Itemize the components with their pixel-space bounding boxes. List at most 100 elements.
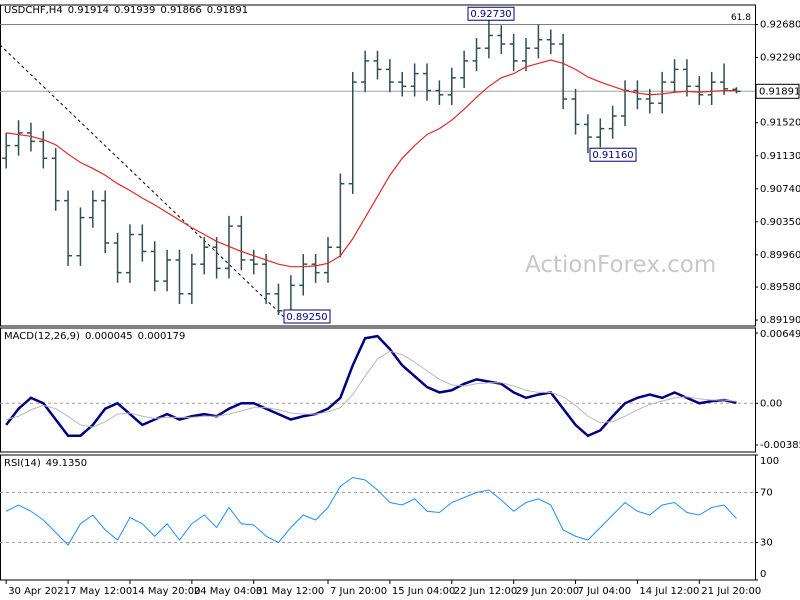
ohlc-bar xyxy=(608,105,617,139)
y-tick-label: 0.90350 xyxy=(760,217,800,228)
panel-frame xyxy=(0,4,756,327)
y-tick-label: 0.91130 xyxy=(760,151,800,162)
ohlc-bar xyxy=(633,80,642,110)
moving-average xyxy=(6,59,737,268)
ohlc-bar xyxy=(274,283,283,315)
indicator-line xyxy=(5,334,737,438)
annotation-box xyxy=(467,6,515,21)
header-open: 0.91914 xyxy=(68,5,109,16)
x-tick-label: 15 Jun 04:00 xyxy=(392,586,456,597)
ohlc-bar xyxy=(447,67,456,105)
y-tick-label: 0.90740 xyxy=(760,184,800,195)
ohlc-bar xyxy=(163,249,172,292)
ohlc-bar xyxy=(583,114,592,154)
y-tick-label: 100 xyxy=(760,456,779,467)
indicator-line xyxy=(6,350,737,428)
ohlc-bar xyxy=(175,249,184,304)
panel-frame xyxy=(0,454,756,581)
x-tick-label: 22 Jun 12:00 xyxy=(454,586,518,597)
panel-title: MACD(12,26,9) xyxy=(4,331,80,342)
ohlc-bar xyxy=(336,173,345,258)
y-tick-label: 0.89190 xyxy=(760,315,800,326)
ohlc-bar xyxy=(460,50,469,89)
x-tick-label: 14 Jul 12:00 xyxy=(639,586,699,597)
ohlc-bar xyxy=(2,132,11,169)
y-tick-label: 0.00 xyxy=(760,398,782,409)
annotation-label: 0.89250 xyxy=(286,312,327,323)
ohlc-bar xyxy=(559,33,568,110)
ohlc-bar xyxy=(423,63,432,101)
ohlc-bar xyxy=(658,71,667,114)
ohlc-bar xyxy=(571,88,580,135)
y-tick-label: 0.91520 xyxy=(760,118,800,129)
x-tick-label: 21 Jul 20:00 xyxy=(701,586,761,597)
ohlc-bar xyxy=(26,122,35,152)
indicator-line xyxy=(5,476,737,546)
ohlc-bar xyxy=(695,76,704,105)
panel-header: RSI(14) 49.1350 xyxy=(4,458,87,469)
annotation-box xyxy=(283,309,331,324)
ohlc-bar xyxy=(670,59,679,93)
y-tick-label: -0.003855 xyxy=(760,440,800,451)
ohlc-bar xyxy=(484,20,493,59)
annotation-box xyxy=(589,147,637,162)
ohlc-bar xyxy=(150,241,159,292)
ohlc-bar xyxy=(299,254,308,296)
x-tick-label: 24 May 04:00 xyxy=(194,586,263,597)
annotation-label: 0.91160 xyxy=(592,150,633,161)
ohlc-bar xyxy=(64,190,73,266)
ohlc-bar xyxy=(385,59,394,93)
ohlc-bar xyxy=(224,215,233,279)
ohlc-bar xyxy=(311,254,320,283)
y-tick-label: 0.92290 xyxy=(760,53,800,64)
price-tag-label: 0.91891 xyxy=(759,86,800,97)
ohlc-bar xyxy=(361,50,370,93)
ohlc-bar xyxy=(435,80,444,105)
price-tag xyxy=(755,83,800,99)
chart-title: USDCHF,H4 xyxy=(4,5,63,16)
ohlc-bar xyxy=(212,237,221,279)
ohlc-bar xyxy=(88,190,97,228)
x-tick-label: 7 Jun 20:00 xyxy=(330,586,387,597)
y-tick-label: 0.00649 xyxy=(760,329,800,340)
ohlc-bar xyxy=(138,224,147,262)
ohlc-bar xyxy=(187,254,196,304)
y-tick-label: 0.89960 xyxy=(760,250,800,261)
x-tick-label: 7 Jul 04:00 xyxy=(578,586,632,597)
ohlc-bar xyxy=(596,118,605,148)
ohlc-bar xyxy=(262,254,271,304)
panel-frame xyxy=(0,327,756,453)
ohlc-bar xyxy=(682,59,691,97)
ohlc-bar xyxy=(76,207,85,266)
ohlc-bar xyxy=(51,148,60,211)
ohlc-bar xyxy=(398,71,407,97)
ohlc-bar xyxy=(125,224,134,283)
y-tick-label: 0.89580 xyxy=(760,282,800,293)
header-close: 0.91891 xyxy=(207,5,248,16)
ohlc-bar xyxy=(509,33,518,72)
x-tick-label: 30 Apr 2021 xyxy=(8,586,70,597)
header-low: 0.91866 xyxy=(160,5,201,16)
y-tick-label: 70 xyxy=(760,488,773,499)
ohlc-bar xyxy=(497,25,506,55)
ohlc-bar xyxy=(410,63,419,97)
ohlc-bar xyxy=(249,249,258,275)
ohlc-bar xyxy=(39,131,48,169)
header-value: 0.000179 xyxy=(138,331,186,342)
x-tick-label: 14 May 20:00 xyxy=(132,586,201,597)
header-value: 49.1350 xyxy=(46,458,87,469)
ohlc-bar xyxy=(237,215,246,271)
ohlc-bar xyxy=(522,38,531,72)
ohlc-bar xyxy=(534,24,543,59)
header-high: 0.91939 xyxy=(114,5,155,16)
ohlc-bar xyxy=(707,71,716,105)
ohlc-bar xyxy=(348,71,357,194)
y-tick-label: 0.92680 xyxy=(760,19,800,30)
ohlc-bar xyxy=(373,50,382,80)
ohlc-bar xyxy=(323,237,332,283)
ohlc-bar xyxy=(472,38,481,72)
x-tick-label: 7 May 12:00 xyxy=(70,586,132,597)
watermark: ActionForex.com xyxy=(525,252,716,278)
